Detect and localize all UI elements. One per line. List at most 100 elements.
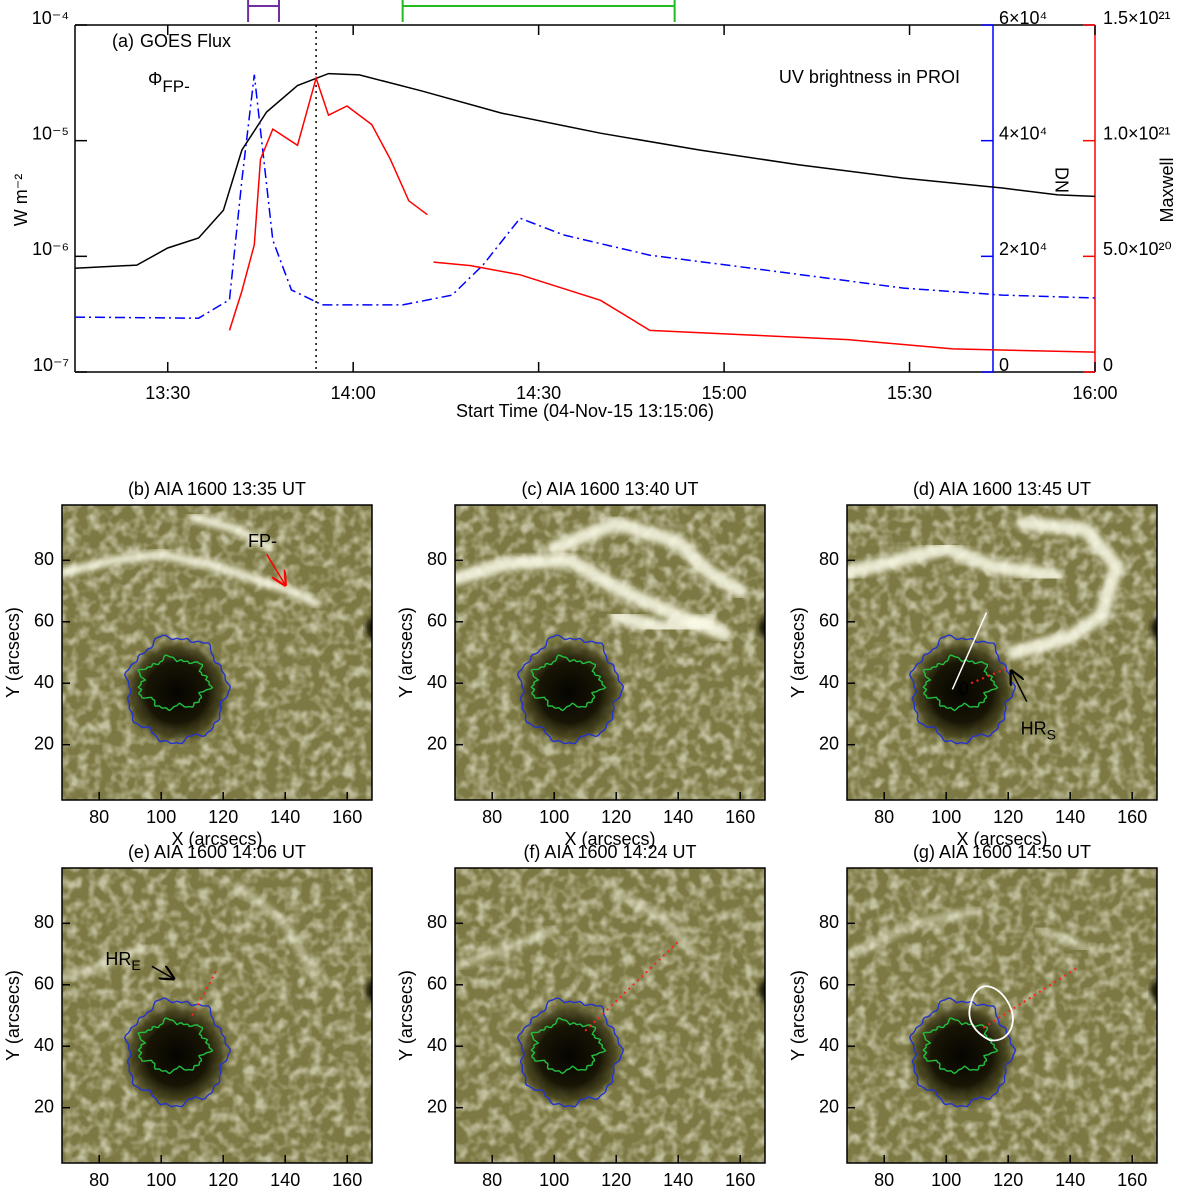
image-frame bbox=[61, 504, 373, 801]
x-tick-label: 100 bbox=[931, 1170, 961, 1190]
y3-axis-label: Maxwell bbox=[1157, 157, 1177, 222]
x-tick-label: 80 bbox=[482, 807, 502, 827]
y-tick-label: 40 bbox=[34, 672, 54, 692]
contour bbox=[530, 1017, 607, 1075]
y3-tick-label: 1.0×10²¹ bbox=[1103, 123, 1171, 143]
y2-tick-label: 6×10⁴ bbox=[999, 8, 1047, 28]
ribbon bbox=[611, 888, 699, 959]
y-tick-label: 10⁻⁶ bbox=[32, 239, 69, 259]
ribbon bbox=[62, 549, 321, 608]
series-line bbox=[74, 74, 1096, 319]
pore bbox=[365, 980, 372, 1002]
panel-title: (c) AIA 1600 13:40 UT bbox=[521, 479, 698, 499]
series-label: UV brightness in PROI bbox=[779, 67, 960, 87]
panel-title: (f) AIA 1600 14:24 UT bbox=[523, 842, 696, 862]
image-frame bbox=[454, 504, 766, 801]
x-tick-label: 100 bbox=[931, 807, 961, 827]
x-tick-label: 13:30 bbox=[145, 383, 190, 403]
image bbox=[847, 505, 1157, 800]
ribbon bbox=[1007, 516, 1125, 660]
ribbon bbox=[187, 512, 275, 553]
y-tick-label: 80 bbox=[34, 549, 54, 569]
x-tick-label: 120 bbox=[208, 807, 238, 827]
y-axis-label: Y (arcsecs) bbox=[396, 607, 416, 698]
y-axis-label: Y (arcsecs) bbox=[3, 607, 23, 698]
x-tick-label: 160 bbox=[1117, 807, 1147, 827]
x-tick-label: 100 bbox=[146, 1170, 176, 1190]
pore bbox=[365, 617, 372, 639]
x-tick-label: 100 bbox=[146, 807, 176, 827]
annotation-text: 0 bbox=[959, 678, 969, 698]
y-tick-label: 40 bbox=[427, 672, 447, 692]
image bbox=[455, 868, 765, 1163]
y-tick-label: 10⁻⁷ bbox=[33, 355, 69, 375]
contour bbox=[123, 634, 232, 745]
x-tick-label: 14:30 bbox=[516, 383, 561, 403]
series-line bbox=[74, 72, 1096, 269]
y-tick-label: 40 bbox=[427, 1035, 447, 1055]
series-label-symbol: Φ bbox=[148, 69, 162, 89]
ribbon bbox=[848, 906, 982, 959]
panel-title: (g) AIA 1600 14:50 UT bbox=[913, 842, 1091, 862]
slit bbox=[951, 612, 988, 690]
ribbon bbox=[847, 540, 1062, 583]
y-axis-label: W m⁻² bbox=[11, 174, 31, 226]
image-texture bbox=[62, 505, 372, 800]
pore bbox=[1150, 980, 1157, 1002]
x-tick-label: 140 bbox=[663, 807, 693, 827]
annotation-arrow bbox=[265, 553, 286, 585]
contour bbox=[908, 997, 1017, 1108]
x-tick-label: 100 bbox=[539, 807, 569, 827]
y-tick-label: 20 bbox=[34, 1096, 54, 1116]
ribbon bbox=[234, 881, 321, 984]
y-tick-label: 20 bbox=[427, 733, 447, 753]
y-tick-label: 60 bbox=[34, 974, 54, 994]
y-tick-label: 20 bbox=[819, 733, 839, 753]
contour bbox=[516, 634, 625, 745]
series-label-subscript: FP- bbox=[162, 77, 189, 96]
y2-tick-label: 2×10⁴ bbox=[999, 239, 1047, 259]
x-tick-label: 120 bbox=[601, 807, 631, 827]
x-tick-label: 80 bbox=[89, 1170, 109, 1190]
x-tick-label: 80 bbox=[89, 807, 109, 827]
x-tick-label: 140 bbox=[1055, 1170, 1085, 1190]
panel-title: (e) AIA 1600 14:06 UT bbox=[128, 842, 306, 862]
panel-title: (d) AIA 1600 13:45 UT bbox=[913, 479, 1091, 499]
dotted-slit bbox=[970, 666, 1009, 685]
x-axis-label: X (arcsecs) bbox=[171, 829, 262, 849]
x-tick-label: 16:00 bbox=[1072, 383, 1117, 403]
ribbon bbox=[455, 925, 559, 971]
y2-tick-label: 4×10⁴ bbox=[999, 123, 1047, 143]
ribbon bbox=[1034, 925, 1091, 953]
image-frame bbox=[846, 504, 1158, 801]
x-tick-label: 160 bbox=[725, 807, 755, 827]
image bbox=[455, 505, 765, 800]
x-tick-label: 140 bbox=[270, 1170, 300, 1190]
panel-label: (a) GOES Flux bbox=[112, 31, 231, 51]
y-tick-label: 80 bbox=[427, 549, 447, 569]
image bbox=[62, 505, 372, 800]
y2-tick-label: 0 bbox=[999, 355, 1009, 375]
y2-axis-label: DN bbox=[1051, 167, 1071, 193]
pore bbox=[758, 980, 765, 1002]
annotation-arrow bbox=[151, 966, 174, 978]
contour bbox=[530, 654, 607, 712]
x-tick-label: 160 bbox=[725, 1170, 755, 1190]
annotation: HRE bbox=[105, 949, 140, 973]
y-tick-label: 20 bbox=[819, 1096, 839, 1116]
y-tick-label: 10⁻⁵ bbox=[32, 123, 69, 143]
x-axis-label: X (arcsecs) bbox=[564, 1192, 655, 1193]
y-tick-label: 80 bbox=[427, 912, 447, 932]
image-texture bbox=[455, 868, 765, 1163]
series-label: ΦFP- bbox=[148, 69, 190, 97]
image bbox=[62, 868, 372, 1163]
image-texture bbox=[847, 868, 1157, 1163]
y-tick-label: 60 bbox=[819, 974, 839, 994]
x-tick-label: 140 bbox=[1055, 807, 1085, 827]
y-tick-label: 80 bbox=[819, 912, 839, 932]
y-tick-label: 40 bbox=[819, 672, 839, 692]
y-tick-label: 60 bbox=[34, 611, 54, 631]
contour bbox=[137, 654, 214, 712]
y-tick-label: 20 bbox=[427, 1096, 447, 1116]
image-frame bbox=[61, 867, 373, 1164]
